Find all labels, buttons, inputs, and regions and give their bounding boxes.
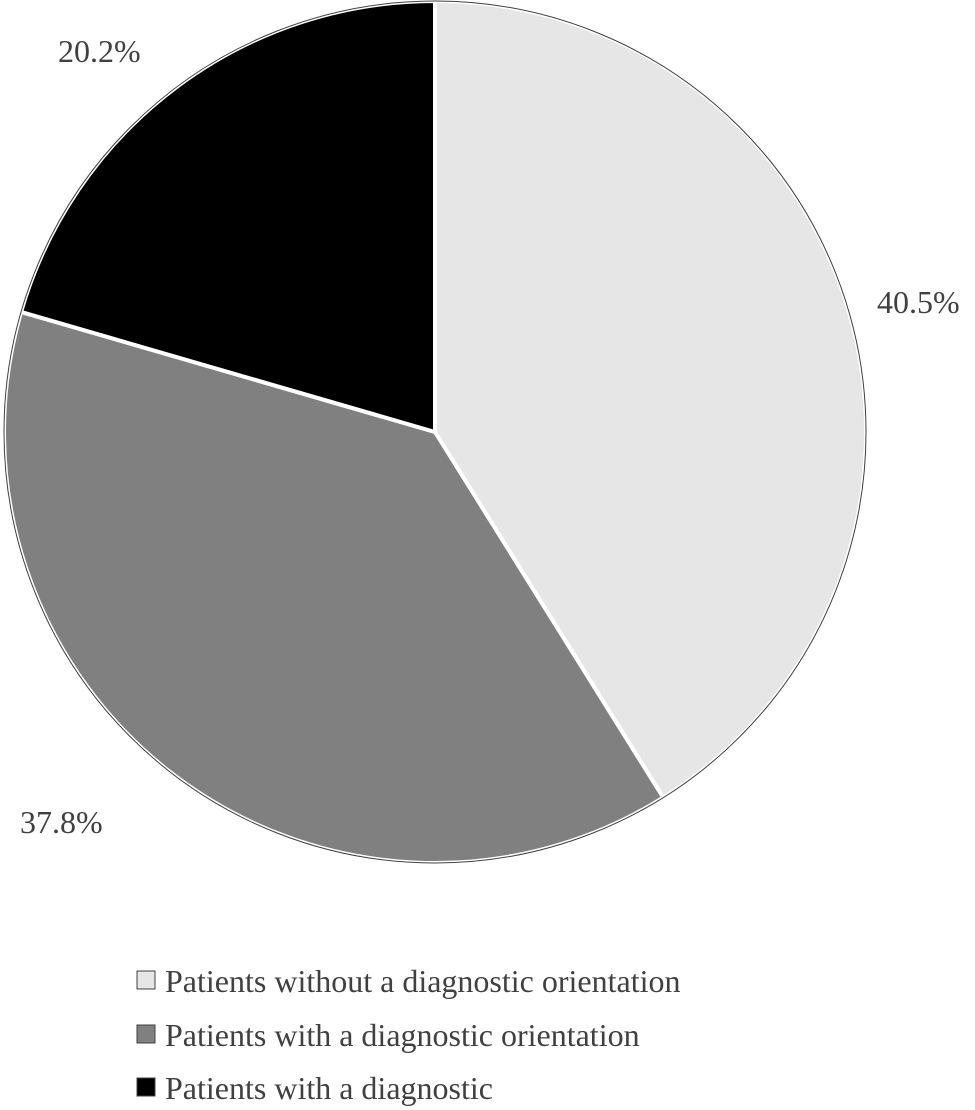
pie-outline: [3, 0, 867, 864]
legend-entry-without-orientation: Patients without a diagnostic orientatio…: [136, 963, 680, 999]
legend-swatch-with-orientation: [136, 1024, 156, 1044]
slice-label-with-orientation: 37.8%: [20, 804, 103, 840]
slice-label-without-orientation: 40.5%: [877, 284, 960, 320]
legend: Patients without a diagnostic orientatio…: [136, 963, 680, 1106]
legend-entry-with-diagnostic: Patients with a diagnostic: [136, 1070, 493, 1106]
legend-label-with-orientation: Patients with a diagnostic orientation: [165, 1017, 640, 1053]
legend-label-with-diagnostic: Patients with a diagnostic: [165, 1070, 493, 1106]
slice-label-with-diagnostic: 20.2%: [58, 33, 141, 69]
pie-slices: [2, 0, 868, 865]
legend-entry-with-orientation: Patients with a diagnostic orientation: [136, 1017, 640, 1053]
legend-swatch-with-diagnostic: [136, 1077, 156, 1097]
legend-label-without-orientation: Patients without a diagnostic orientatio…: [165, 963, 680, 999]
legend-swatch-without-orientation: [136, 970, 156, 990]
